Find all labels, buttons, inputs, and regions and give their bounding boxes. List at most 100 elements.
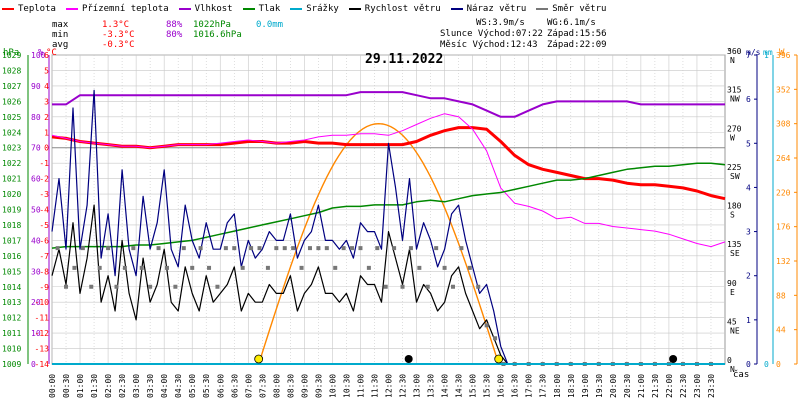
info-wind-speed: WS:3.9m/s xyxy=(476,18,525,28)
direction-name-label: SW xyxy=(730,172,740,181)
wind-direction-point xyxy=(366,265,371,270)
wind-direction-point xyxy=(467,265,472,270)
x-tick-label: 12:00 xyxy=(385,374,394,398)
x-tick-label: 20:30 xyxy=(623,374,632,398)
series-pressure xyxy=(51,162,726,249)
wind-direction-point xyxy=(442,265,447,270)
direction-tick-label: 180 xyxy=(727,202,742,211)
wind-direction-point xyxy=(425,284,430,289)
wind-direction-point xyxy=(106,246,111,251)
pressure-tick-label: 1010 xyxy=(2,345,21,354)
temperature-tick-label: 2 xyxy=(44,113,49,122)
humidity-tick-label: 50 xyxy=(31,206,41,215)
pressure-tick-label: 1021 xyxy=(2,175,21,184)
wind-direction-point xyxy=(350,246,355,251)
x-tick-label: 21:30 xyxy=(651,374,660,398)
legend-label: Náraz větru xyxy=(466,4,527,14)
x-tick-label: 19:30 xyxy=(595,374,604,398)
info-wind-gust: WG:6.1m/s xyxy=(547,18,596,28)
humidity-tick-label: 10 xyxy=(31,329,41,338)
pressure-tick-label: 1018 xyxy=(2,221,21,230)
legend-swatch xyxy=(65,8,78,10)
info-sunset: Západ:15:56 xyxy=(547,29,607,39)
wind-direction-point xyxy=(493,336,498,341)
wind-direction-point xyxy=(181,246,186,251)
axis-header-ms: m/s xyxy=(746,48,761,57)
pressure-tick-label: 1023 xyxy=(2,144,21,153)
axis-header-hpa: hPa xyxy=(3,48,19,58)
temperature-tick-label: 1 xyxy=(44,128,49,137)
x-tick-label: 04:30 xyxy=(174,374,183,398)
temperature-tick-label: -7 xyxy=(39,252,49,261)
x-tick-label: 23:00 xyxy=(693,374,702,398)
moon-marker xyxy=(669,355,678,363)
wind-tick-label: 0 xyxy=(746,360,751,369)
x-tick-label: 03:00 xyxy=(132,374,141,398)
x-tick-label: 09:30 xyxy=(314,374,323,398)
wind-direction-point xyxy=(417,265,422,270)
wind-tick-label: 1 xyxy=(746,316,751,325)
sun-marker xyxy=(254,354,264,364)
humidity-tick-label: 20 xyxy=(31,298,41,307)
moon-marker xyxy=(404,355,413,363)
pressure-tick-label: 1028 xyxy=(2,66,21,75)
legend-label: Tlak xyxy=(258,4,281,14)
x-tick-label: 19:00 xyxy=(581,374,590,398)
wind-direction-point xyxy=(265,265,270,270)
temperature-tick-label: -14 xyxy=(35,360,50,369)
stats-avg-label: avg xyxy=(52,40,68,50)
temperature-tick-label: -9 xyxy=(39,283,49,292)
series-wind-speed xyxy=(51,204,515,365)
x-tick-label: 00:00 xyxy=(48,374,57,398)
legend-swatch xyxy=(450,8,463,10)
wind-direction-point xyxy=(274,246,279,251)
wind-direction-point xyxy=(316,246,321,251)
x-tick-label: 22:00 xyxy=(665,374,674,398)
x-tick-label: 02:00 xyxy=(104,374,113,398)
wind-direction-point xyxy=(64,284,69,289)
legend-item: Směr větru xyxy=(536,2,606,16)
solar-tick-label: 308 xyxy=(776,120,791,129)
temperature-tick-label: 6 xyxy=(44,51,49,60)
x-tick-label: 15:00 xyxy=(469,374,478,398)
x-axis-label: čas xyxy=(733,369,749,380)
precip-tick-label: 0 xyxy=(764,360,769,369)
humidity-tick-label: 80 xyxy=(31,113,41,122)
legend-label: Rychlost větru xyxy=(364,4,441,14)
precip-tick-label: 1 xyxy=(764,51,769,60)
axis-header-wm2: W xyxy=(779,48,785,58)
wind-direction-point xyxy=(207,265,212,270)
wind-direction-point xyxy=(333,265,338,270)
humidity-tick-label: 100 xyxy=(31,51,46,60)
temperature-tick-label: 5 xyxy=(44,66,49,75)
axis-header-pct: % xyxy=(38,48,44,58)
solar-curve xyxy=(258,122,500,365)
humidity-tick-label: 70 xyxy=(31,144,41,153)
legend-swatch xyxy=(2,8,14,10)
wind-direction-point xyxy=(459,246,464,251)
info-moonrise: Měsíc Východ:12:43 xyxy=(440,40,538,50)
x-tick-label: 17:30 xyxy=(539,374,548,398)
axis-header-mm: mm xyxy=(763,48,773,57)
legend-label: Směr větru xyxy=(552,4,607,14)
wind-tick-label: 5 xyxy=(746,139,751,148)
direction-name-label: SE xyxy=(730,249,740,258)
direction-name-label: S xyxy=(730,211,735,220)
wind-direction-point xyxy=(215,284,220,289)
wind-direction-point xyxy=(72,265,77,270)
wind-tick-label: 2 xyxy=(746,272,751,281)
solar-tick-label: 176 xyxy=(776,223,791,232)
pressure-tick-label: 1029 xyxy=(2,51,21,60)
legend-swatch xyxy=(536,8,549,10)
stats-max-precip: 0.0mm xyxy=(256,20,283,30)
temperature-tick-label: -4 xyxy=(39,206,49,215)
humidity-tick-label: 60 xyxy=(31,175,41,184)
stats-max-pressure: 1022hPa xyxy=(193,20,231,30)
wind-direction-point xyxy=(190,265,195,270)
legend-item: Náraz větru xyxy=(450,2,527,16)
x-tick-label: 18:00 xyxy=(553,374,562,398)
temperature-tick-label: -6 xyxy=(39,236,49,245)
stats-min-temp: -3.3°C xyxy=(102,30,135,40)
solar-tick-label: 0 xyxy=(776,360,781,369)
x-tick-label: 16:00 xyxy=(497,374,506,398)
